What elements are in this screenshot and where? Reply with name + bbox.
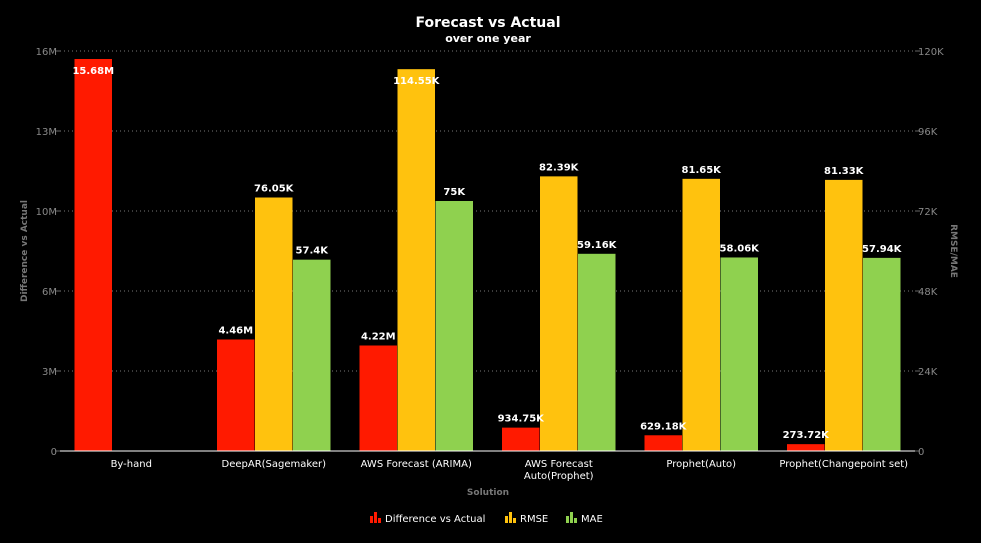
legend-bar-chart-icon [509, 512, 512, 523]
axis-ticks: 0 0 3M 24K 6M 48K 10M 72K 13M 96K 16M 120K By-hand De… [36, 47, 944, 482]
bar-difference-vs-actual[interactable] [787, 444, 825, 451]
x-tick-label: AWS Forecast (ARIMA) [361, 459, 472, 470]
bar-rmse[interactable] [397, 69, 436, 452]
data-label: 58.06K [720, 243, 761, 254]
chart-title: Forecast vs Actual [415, 15, 560, 31]
y-left-tick-label: 3M [42, 367, 57, 378]
legend-bar-chart-icon [378, 518, 381, 523]
bar-mae[interactable] [863, 257, 901, 451]
data-label: 57.4K [296, 246, 330, 257]
y-left-tick-label: 13M [36, 127, 57, 138]
y-right-tick-label: 96K [918, 127, 938, 138]
bar-rmse[interactable] [255, 197, 293, 452]
y-right-tick-label: 120K [918, 47, 944, 58]
legend-bar-chart-icon [374, 512, 377, 523]
legend-bar-chart-icon [505, 516, 508, 523]
y-right-tick-label: 24K [918, 367, 938, 378]
bars [74, 59, 901, 452]
y-right-tick-label: 72K [918, 207, 938, 218]
bar-difference-vs-actual[interactable] [74, 59, 113, 451]
x-tick-label: Auto(Prophet) [524, 471, 594, 482]
data-label: 59.16K [577, 240, 618, 251]
legend: Difference vs Actual RMSE MAE [370, 512, 603, 525]
data-label: 15.68M [72, 66, 114, 77]
bar-mae[interactable] [578, 253, 616, 451]
legend-bar-chart-icon [513, 518, 516, 523]
y-right-tick-label: 0 [918, 447, 924, 458]
y-axis-right-title: RMSE/MAE [948, 224, 958, 278]
data-label: 4.22M [361, 332, 396, 343]
bar-difference-vs-actual[interactable] [359, 345, 398, 452]
bar-rmse[interactable] [825, 179, 863, 451]
data-label: 4.46M [218, 326, 253, 337]
bar-rmse[interactable] [682, 178, 721, 452]
bar-mae[interactable] [293, 259, 331, 451]
legend-item[interactable]: Difference vs Actual [370, 512, 485, 525]
chart-subtitle: over one year [445, 32, 531, 45]
x-tick-label: Prophet(Changepoint set) [779, 459, 908, 470]
x-tick-label: DeepAR(Sagemaker) [222, 459, 327, 470]
bar-difference-vs-actual[interactable] [502, 427, 540, 451]
data-label: 75K [443, 187, 466, 198]
y-left-tick-label: 6M [42, 287, 57, 298]
data-label: 81.33K [824, 166, 865, 177]
data-label: 81.65K [682, 165, 723, 176]
data-label: 82.39K [539, 162, 580, 173]
y-left-tick-label: 16M [36, 47, 57, 58]
bar-rmse[interactable] [540, 176, 578, 451]
bar-difference-vs-actual[interactable] [217, 339, 255, 452]
bar-mae[interactable] [435, 201, 474, 451]
bar-difference-vs-actual[interactable] [644, 435, 683, 451]
x-tick-label: Prophet(Auto) [666, 459, 736, 470]
legend-bar-chart-icon [370, 516, 373, 523]
data-label: 76.05K [254, 184, 295, 195]
y-axis-left-title: Difference vs Actual [20, 200, 30, 302]
legend-item[interactable]: RMSE [505, 512, 548, 525]
legend-label: Difference vs Actual [385, 514, 485, 525]
legend-label: RMSE [520, 514, 548, 525]
y-left-tick-label: 10M [36, 207, 57, 218]
x-tick-label: AWS Forecast [525, 459, 593, 470]
x-axis-title: Solution [467, 488, 509, 498]
x-tick-label: By-hand [111, 459, 152, 470]
y-left-tick-label: 0 [51, 447, 57, 458]
legend-bar-chart-icon [566, 516, 569, 523]
data-labels: 15.68M 4.46M 76.05K 57.4K 4.22M 114.55K 75K 934… [72, 66, 902, 441]
legend-label: MAE [581, 514, 603, 525]
bar-mae[interactable] [720, 257, 759, 451]
data-label: 273.72K [783, 430, 831, 441]
legend-bar-chart-icon [574, 518, 577, 523]
y-right-tick-label: 48K [918, 287, 938, 298]
legend-bar-chart-icon [570, 512, 573, 523]
legend-item[interactable]: MAE [566, 512, 603, 525]
data-label: 114.55K [393, 76, 441, 87]
data-label: 934.75K [498, 414, 546, 425]
data-label: 57.94K [862, 244, 903, 255]
data-label: 629.18K [640, 421, 688, 432]
gridlines [60, 50, 915, 372]
